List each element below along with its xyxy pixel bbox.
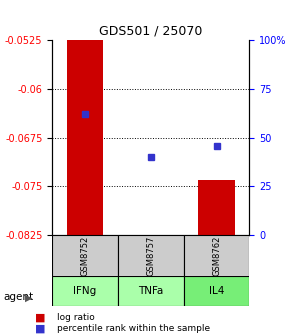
Bar [118, 235, 184, 277]
Bar [184, 276, 249, 306]
Text: GSM8752: GSM8752 [81, 236, 90, 276]
Text: ■: ■ [35, 312, 45, 323]
Text: ■: ■ [35, 324, 45, 334]
Text: IL4: IL4 [209, 286, 224, 296]
Text: log ratio: log ratio [57, 313, 94, 322]
Text: percentile rank within the sample: percentile rank within the sample [57, 324, 210, 333]
Text: GSM8757: GSM8757 [146, 236, 155, 277]
Bar [52, 235, 118, 277]
Bar [198, 180, 235, 235]
Text: GSM8762: GSM8762 [212, 236, 221, 277]
Bar [118, 276, 184, 306]
Text: agent: agent [3, 292, 33, 302]
Text: TNFa: TNFa [138, 286, 164, 296]
Bar [67, 40, 103, 235]
Bar [184, 235, 249, 277]
Text: ▶: ▶ [25, 292, 32, 302]
Title: GDS501 / 25070: GDS501 / 25070 [99, 25, 202, 38]
Bar [52, 276, 118, 306]
Text: IFNg: IFNg [73, 286, 97, 296]
